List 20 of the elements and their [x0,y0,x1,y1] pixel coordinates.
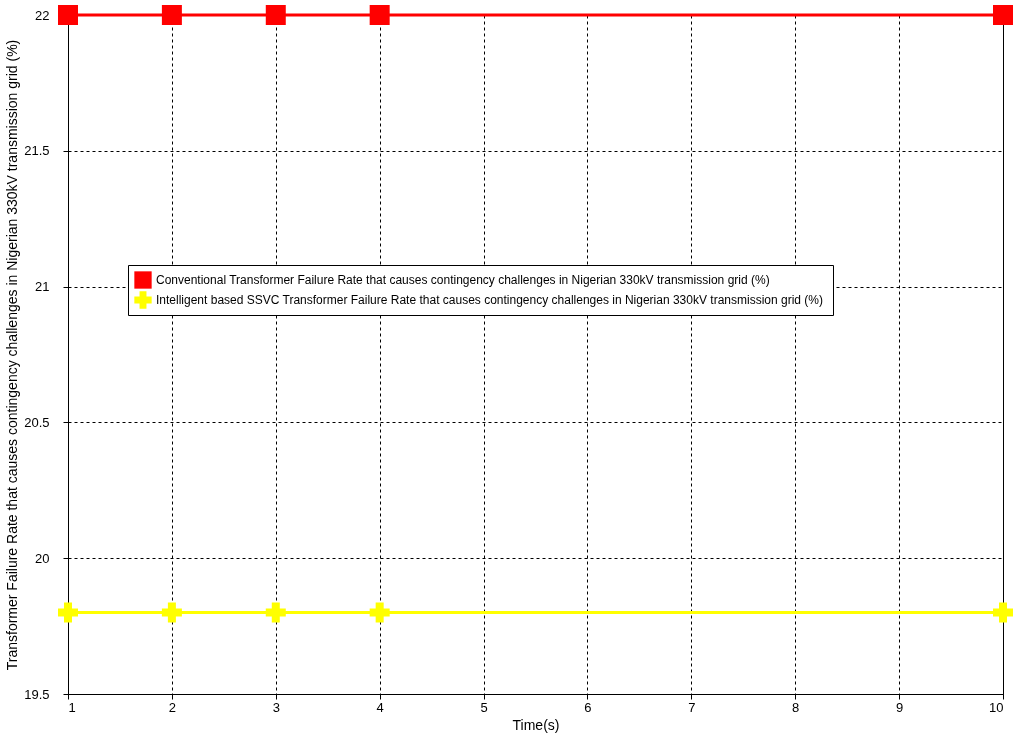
x-axis-title: Time(s) [512,716,560,733]
x-tick-label: 8 [792,699,800,715]
x-tick-label: 10 [989,699,1004,715]
y-tick-label: 21.5 [24,143,50,159]
x-tick-label: 9 [895,699,904,715]
x-tick-label: 4 [376,699,384,715]
y-axis-title: Transformer Failure Rate that causes contingency challenges in Nigerian 330kV transmission grid (%) [4,39,21,671]
y-tick-label: 21 [35,279,50,295]
x-tick-label: 3 [272,699,280,715]
y-tick-label: 20 [35,550,50,566]
y-tick-label: 22 [35,7,50,23]
legend-label: Intelligent based SSVC Transformer Failure Rate that causes contingency challenges in Nigerian 330kV transmission grid (%) [156,293,823,307]
legend-label: Conventional Transformer Failure Rate that causes contingency challenges in Nigerian 330kV transmission grid (%) [156,273,770,287]
x-tick-label: 1 [68,699,76,715]
y-tick-label: 19.5 [24,686,50,702]
x-tick-label: 5 [480,699,488,715]
x-tick-label: 6 [584,699,592,715]
y-tick-label: 20.5 [24,414,50,430]
x-tick-label: 2 [168,699,177,715]
x-tick-label: 7 [688,699,696,715]
